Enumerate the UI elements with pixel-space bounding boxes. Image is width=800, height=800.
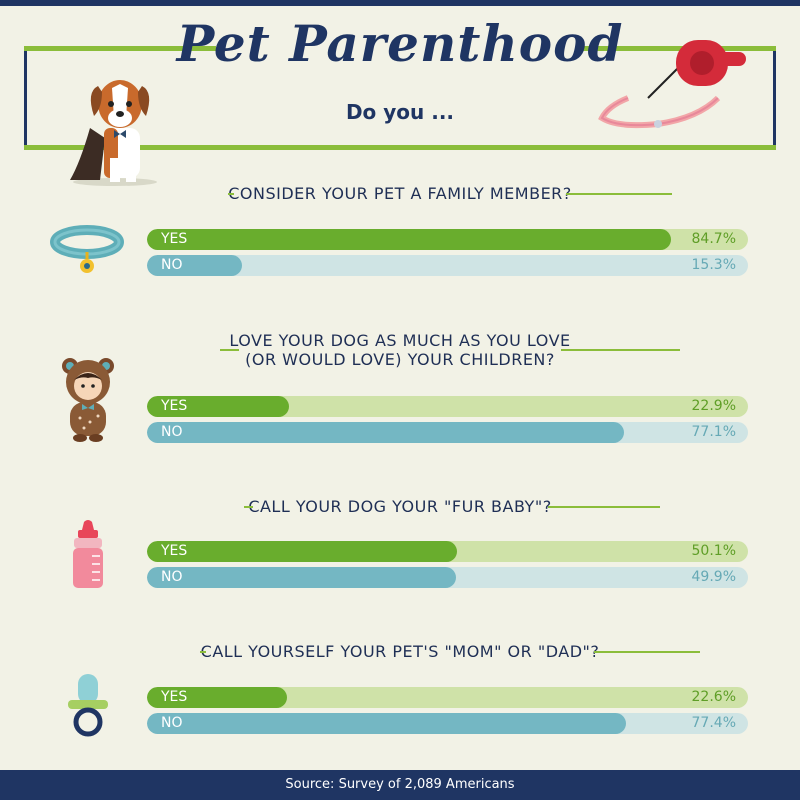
bar-value-label: 50.1%: [691, 543, 736, 559]
frame-left-edge: [24, 51, 27, 145]
bar-value-label: 22.9%: [691, 398, 736, 414]
bar-value-label: 49.9%: [691, 569, 736, 585]
page-subtitle: Do you ...: [345, 100, 455, 124]
bar-yes: YES 22.9%: [147, 396, 748, 417]
bar-no: NO 77.1%: [147, 422, 748, 443]
bar-fill: [147, 713, 627, 734]
bear-costume-baby-icon: [62, 358, 114, 442]
question-rule-left: [200, 650, 206, 653]
bar-fill: [147, 229, 672, 250]
bar-no: NO 15.3%: [147, 255, 748, 276]
question-text-line: (OR WOULD LOVE) YOUR CHILDREN?: [245, 350, 555, 369]
bar-value-label: 77.1%: [691, 424, 736, 440]
bar-value-label: 15.3%: [691, 257, 736, 273]
baby-bottle-icon: [73, 520, 103, 588]
bar-yes: YES 22.6%: [147, 687, 748, 708]
question-text-line: CALL YOUR DOG YOUR "FUR BABY"?: [248, 497, 552, 516]
dog-icon: [70, 80, 157, 186]
question-1: CONSIDER YOUR PET A FAMILY MEMBER?: [0, 184, 800, 203]
question-rule-right: [566, 192, 672, 195]
question-text-line: CALL YOURSELF YOUR PET'S "MOM" OR "DAD"?: [200, 642, 600, 661]
collar-icon: [50, 225, 124, 273]
bar-value-label: 22.6%: [691, 689, 736, 705]
bar-label: YES: [161, 543, 188, 559]
question-rule-right: [561, 349, 680, 351]
top-border: [0, 0, 800, 6]
frame-top-right-line: [582, 46, 776, 51]
bar-fill: [147, 687, 287, 708]
bar-label: YES: [161, 231, 188, 247]
bar-value-label: 77.4%: [691, 715, 736, 731]
bar-fill: [147, 541, 458, 562]
question-2: LOVE YOUR DOG AS MUCH AS YOU LOVE (OR WOU…: [0, 331, 800, 369]
frame-top-left-line: [24, 46, 216, 51]
pacifier-icon: [68, 674, 108, 737]
bar-fill: [147, 255, 242, 276]
source-footer: Source: Survey of 2,089 Americans: [0, 770, 800, 800]
bar-fill: [147, 567, 456, 588]
bar-no: NO 49.9%: [147, 567, 748, 588]
question-rule-right: [547, 505, 660, 508]
bar-label: NO: [161, 569, 183, 585]
bar-yes: YES 50.1%: [147, 541, 748, 562]
bar-value-label: 84.7%: [691, 231, 736, 247]
frame-bottom-line: [24, 145, 776, 150]
bar-fill: [147, 422, 625, 443]
bar-label: YES: [161, 689, 188, 705]
bar-label: NO: [161, 424, 183, 440]
question-rule-left: [244, 505, 253, 508]
bar-yes: YES 84.7%: [147, 229, 748, 250]
bar-fill: [147, 396, 289, 417]
question-text-line: CONSIDER YOUR PET A FAMILY MEMBER?: [228, 184, 572, 203]
bar-label: NO: [161, 715, 183, 731]
question-3: CALL YOUR DOG YOUR "FUR BABY"?: [0, 497, 800, 516]
question-rule-left: [220, 349, 239, 351]
page-title: Pet Parenthood: [176, 14, 624, 73]
bar-label: NO: [161, 257, 183, 273]
bar-no: NO 77.4%: [147, 713, 748, 734]
bar-label: YES: [161, 398, 188, 414]
header-frame: [24, 46, 776, 150]
question-4: CALL YOURSELF YOUR PET'S "MOM" OR "DAD"?: [0, 642, 800, 661]
question-rule-left: [228, 192, 234, 195]
leash-icon: [598, 40, 746, 129]
frame-right-edge: [773, 51, 776, 145]
question-text-line: LOVE YOUR DOG AS MUCH AS YOU LOVE: [229, 331, 571, 350]
question-rule-right: [594, 650, 700, 653]
